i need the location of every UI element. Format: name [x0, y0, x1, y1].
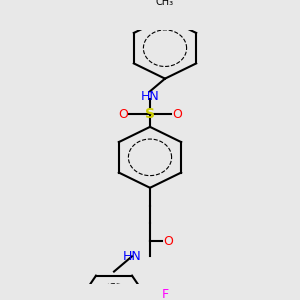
Text: O: O [172, 108, 182, 121]
Text: O: O [118, 108, 128, 121]
Text: HN: HN [141, 90, 159, 103]
Text: F: F [161, 288, 169, 300]
Text: S: S [145, 107, 155, 121]
Text: CH₃: CH₃ [156, 0, 174, 8]
Text: O: O [163, 235, 173, 248]
Text: HN: HN [123, 250, 141, 263]
